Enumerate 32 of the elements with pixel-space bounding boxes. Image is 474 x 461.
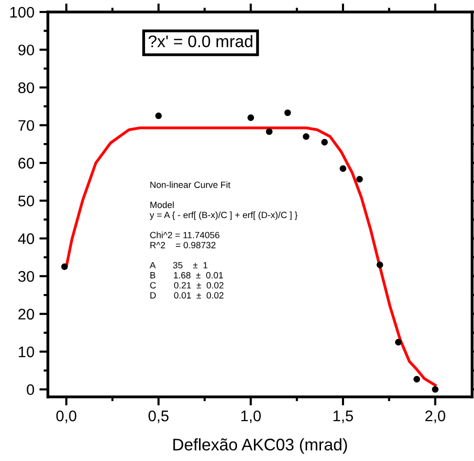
y-tick-label: 40 bbox=[18, 233, 34, 244]
point bbox=[266, 128, 273, 135]
y-tick-label: 20 bbox=[18, 308, 34, 320]
annotation: ?x' = 0.0 mrad bbox=[148, 35, 252, 48]
y-tick-label: 80 bbox=[18, 82, 34, 94]
y-tick-label: 70 bbox=[18, 120, 34, 131]
point bbox=[413, 376, 420, 382]
point bbox=[61, 263, 68, 270]
x-tick-label: 0,5 bbox=[148, 410, 169, 424]
point bbox=[321, 138, 328, 146]
x-tick-label: 1,0 bbox=[241, 410, 261, 424]
y-tick-label: 0 bbox=[26, 384, 34, 396]
point bbox=[340, 165, 346, 172]
point bbox=[284, 109, 291, 116]
point bbox=[376, 262, 384, 268]
point bbox=[432, 386, 439, 393]
point bbox=[356, 176, 363, 182]
y-tick-label: 100 bbox=[10, 6, 34, 18]
x-tick-label: 0,0 bbox=[56, 410, 76, 424]
point bbox=[155, 112, 162, 120]
y-tick-label: 10 bbox=[18, 346, 34, 358]
y-tick-label: 50 bbox=[18, 196, 34, 206]
y-tick-label: 30 bbox=[18, 271, 34, 282]
x-tick-label: 1,5 bbox=[334, 410, 353, 424]
point bbox=[302, 133, 310, 140]
x-axis-title: Deflexão AKC03 (mrad) bbox=[173, 438, 347, 454]
y-tick-label: 60 bbox=[18, 158, 34, 169]
y-tick-label: 90 bbox=[18, 44, 34, 56]
point bbox=[395, 338, 402, 346]
text: Non-linear Curve Fit Model y = A { - erf[ (B-x)/C ] + erf[ (D-x)/C ] } Chi^2 = 11.74056 R^2 = 0.98732 A 35 ± 1 B 1.68 ± 0.01 C 0.21 ± 0.02 D 0.01 ± 0.02 bbox=[150, 181, 298, 299]
x-tick-label: 2,0 bbox=[425, 410, 446, 424]
point bbox=[247, 114, 254, 121]
